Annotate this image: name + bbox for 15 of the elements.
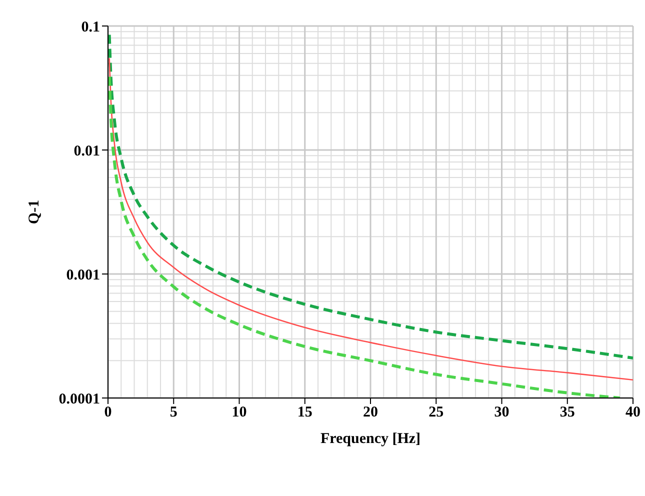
x-tick-label: 10 (232, 404, 247, 421)
x-tick-label: 20 (363, 404, 378, 421)
x-tick-label: 15 (297, 404, 312, 421)
y-tick-label: 0.01 (74, 143, 100, 160)
y-tick-label: 0.1 (81, 19, 100, 36)
x-tick-label: 5 (170, 404, 178, 421)
x-tick-label: 35 (560, 404, 575, 421)
x-axis-title: Frequency [Hz] (320, 431, 421, 447)
y-tick-label: 0.0001 (58, 391, 100, 408)
x-tick-label: 40 (626, 404, 640, 421)
x-tick-label: 25 (428, 404, 444, 421)
y-axis-title: Q-1 (26, 200, 42, 224)
x-tick-label: 0 (104, 404, 112, 421)
x-tick-label: 30 (494, 404, 510, 421)
y-tick-label: 0.001 (66, 267, 100, 284)
